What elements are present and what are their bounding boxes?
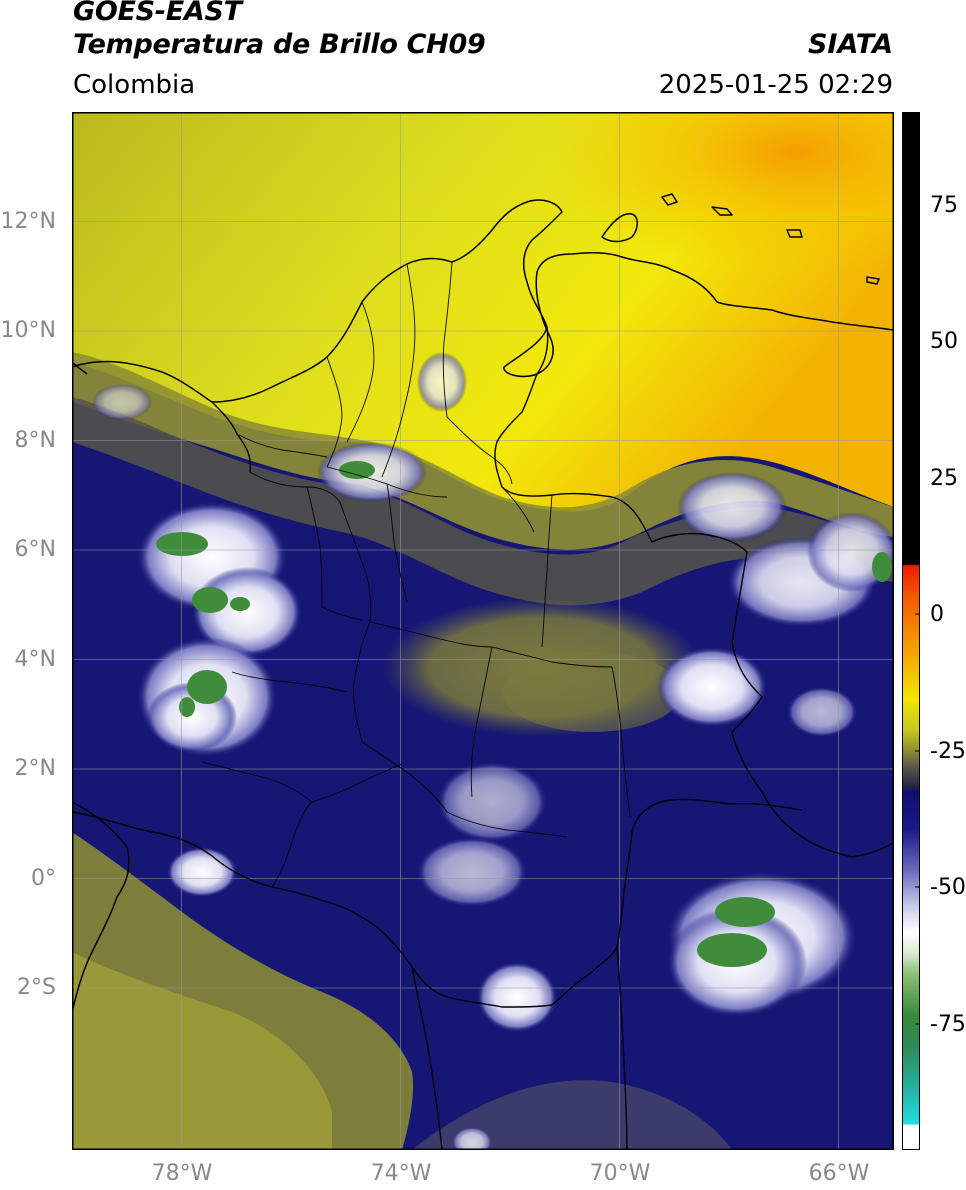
colorbar-tick-label: 25 [930, 466, 958, 491]
colorbar-tick-label: 50 [930, 329, 958, 354]
lat-label: 8°N [14, 428, 56, 453]
lat-label: 12°N [0, 209, 56, 234]
lat-label: 4°N [14, 647, 56, 672]
central-olive-core [502, 652, 682, 732]
olive-southwest-inner [72, 952, 332, 1150]
country-borders [72, 326, 894, 1150]
graticule [72, 112, 894, 1150]
lon-label: 70°W [589, 1161, 651, 1186]
region-label: Colombia [73, 70, 196, 100]
olive-southeast [412, 1080, 732, 1150]
lon-label: 74°W [370, 1161, 432, 1186]
colorbar-tick-label: -75 [930, 1012, 966, 1037]
colorbar-tick-label: -50 [930, 875, 966, 900]
lat-label: 2°N [14, 756, 56, 781]
lat-label: 6°N [14, 537, 56, 562]
colorbar-tick-label: 75 [930, 193, 958, 218]
map-frame [72, 112, 894, 1150]
colorbar-tick-label: -25 [930, 739, 966, 764]
department-boundaries [201, 261, 631, 888]
coastlines [72, 193, 894, 1013]
satellite-title: GOES-EAST [73, 0, 242, 27]
lat-label: 0° [31, 866, 56, 891]
lat-label: 10°N [0, 318, 56, 343]
lat-label: 2°S [17, 975, 56, 1000]
colorbar [902, 112, 920, 1150]
colorbar-tick-label: 0 [930, 602, 944, 627]
source-label: SIATA [807, 29, 893, 60]
lon-label: 78°W [151, 1161, 213, 1186]
brightness-temperature-map [72, 112, 894, 1150]
lon-label: 66°W [808, 1161, 870, 1186]
product-title: Temperatura de Brillo CH09 [73, 29, 486, 60]
datetime-label: 2025-01-25 02:29 [658, 70, 893, 100]
grey-band [72, 397, 894, 606]
